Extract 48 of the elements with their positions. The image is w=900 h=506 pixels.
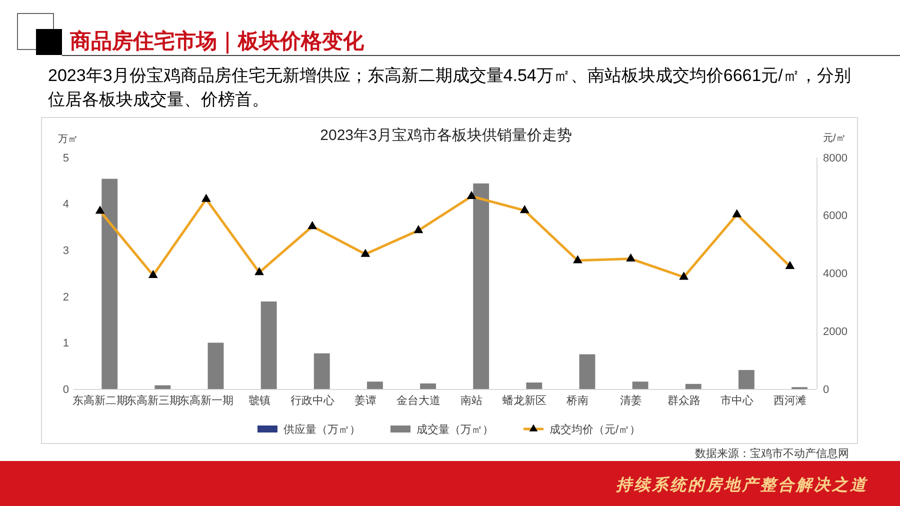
bar	[579, 354, 596, 389]
x-tick-label: 桥南	[566, 394, 589, 407]
y2-tick-label: 4000	[823, 268, 848, 280]
y-tick-label: 3	[62, 244, 69, 257]
y-tick-label: 1	[62, 338, 69, 350]
y-axis-title: 万㎡	[58, 134, 78, 145]
y-tick-label: 2	[62, 291, 69, 304]
bar	[102, 178, 118, 389]
bar	[260, 301, 277, 389]
bar	[366, 382, 383, 389]
x-tick-label: 市中心	[720, 394, 754, 407]
bar	[632, 382, 648, 389]
x-tick-label: 行政中心	[290, 394, 334, 407]
bar	[685, 384, 702, 389]
x-tick-label: 东高新二期	[72, 394, 128, 407]
bar	[154, 385, 171, 389]
legend-label: 供应量（万㎡）	[283, 422, 360, 436]
y-tick-label: 0	[62, 384, 69, 396]
y2-axis-title: 元/㎡	[823, 133, 846, 144]
bar	[473, 183, 490, 389]
x-tick-label: 西河滩	[773, 395, 806, 407]
text: 商品房住宅市场｜板块价格变化	[69, 29, 365, 54]
x-tick-label: 姜谭	[354, 394, 376, 407]
x-tick-label: 东高新三期	[126, 394, 181, 407]
text: 持续系统的房地产整合解决之道	[615, 475, 868, 494]
bar	[526, 382, 542, 389]
y-tick-label: 4	[62, 198, 69, 211]
y2-tick-label: 2000	[823, 326, 848, 338]
x-tick-label: 金台大道	[396, 394, 440, 407]
bar	[420, 383, 436, 389]
chart-subtitle: 2023年3月份宝鸡商品房住宅无新增供应；东高新二期成交量4.54万㎡、南站板块成交均价6661元/㎡，分别位居各板块成交量、价榜首。	[48, 66, 851, 109]
y2-tick-label: 8000	[823, 152, 848, 164]
y-tick-label: 5	[62, 152, 69, 164]
x-tick-label: 群众路	[667, 395, 700, 407]
x-tick-label: 清姜	[620, 394, 642, 407]
x-tick-label: 南站	[460, 394, 483, 407]
bar	[208, 342, 224, 389]
chart-title: 2023年3月宝鸡市各板块供销量价走势	[320, 127, 572, 144]
y2-tick-label: 0	[823, 384, 830, 396]
bar	[314, 353, 330, 389]
legend-label: 成交量（万㎡）	[416, 422, 494, 436]
y2-tick-label: 6000	[823, 210, 848, 222]
source-note: 数据来源：宝鸡市不动产信息网	[695, 447, 849, 460]
x-tick-label: 蟠龙新区	[502, 394, 547, 407]
x-tick-label: 东高新一期	[178, 394, 234, 407]
bar	[738, 370, 754, 389]
x-tick-label: 虢镇	[248, 394, 270, 407]
legend-label: 成交均价（元/㎡）	[549, 422, 641, 436]
